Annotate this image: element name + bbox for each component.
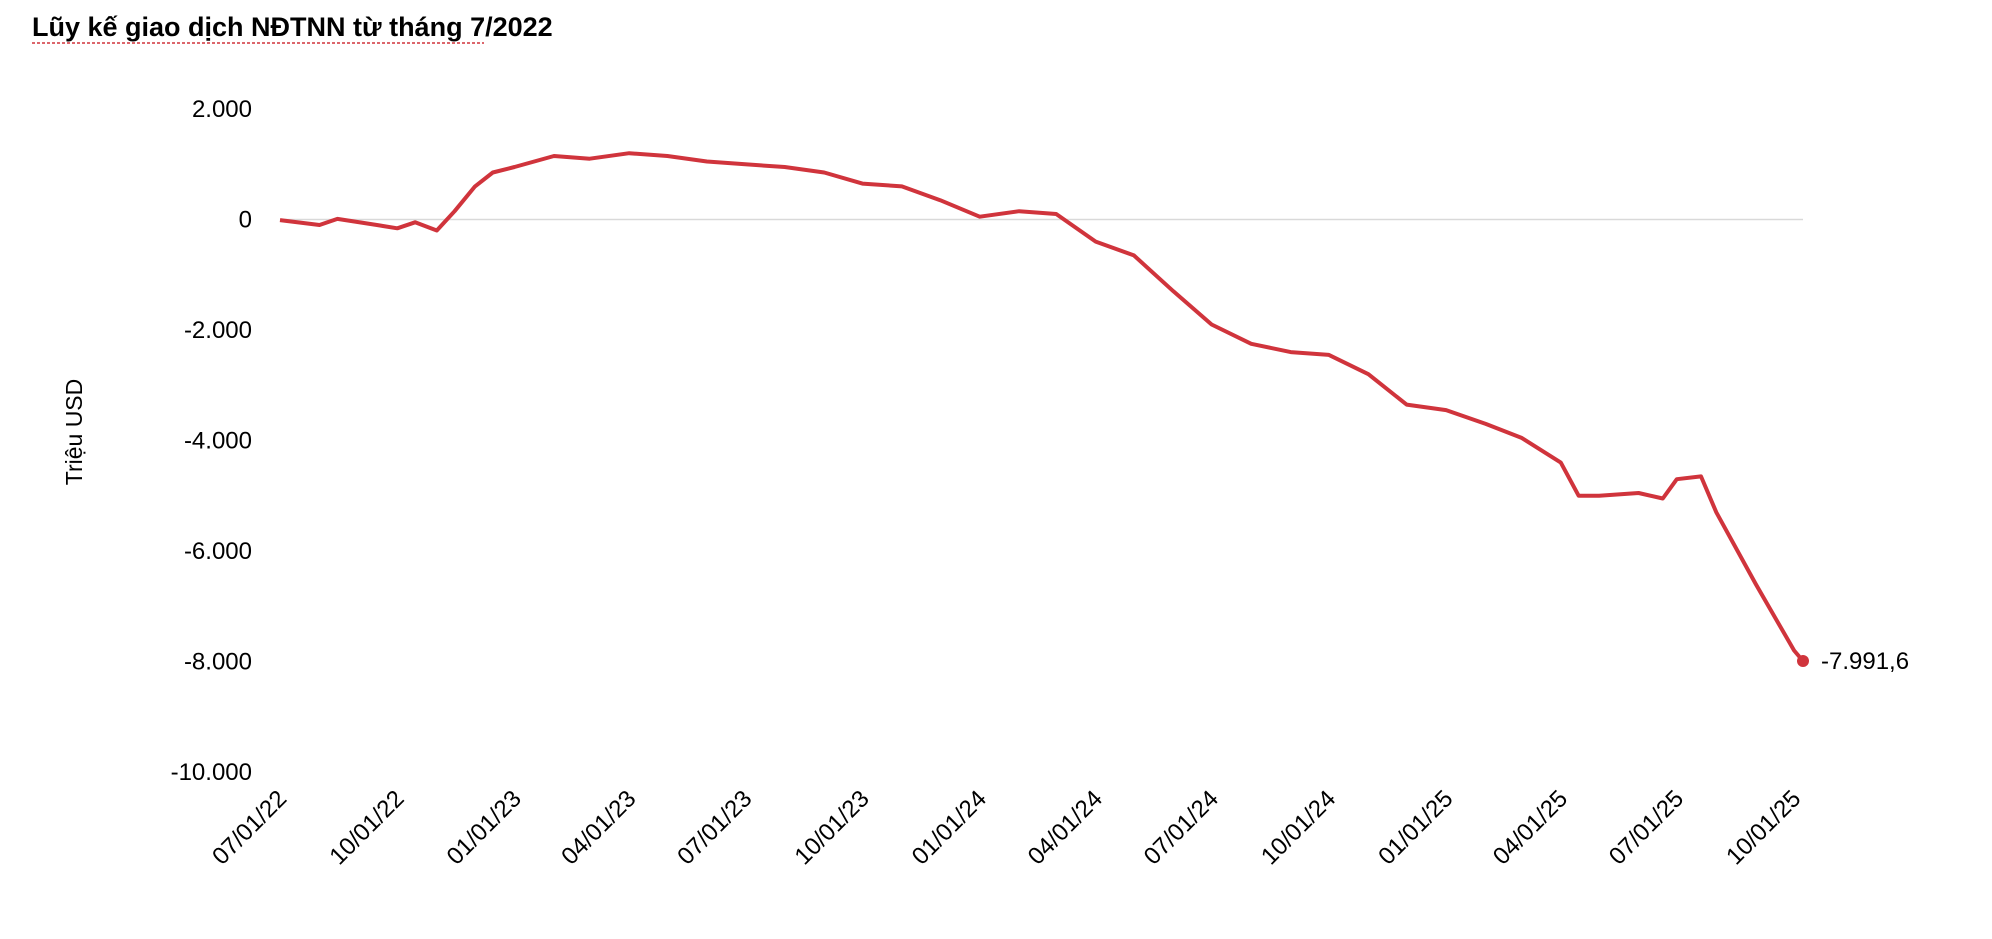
y-tick-label: -2.000 <box>184 317 252 344</box>
y-tick-label: -6.000 <box>184 538 252 565</box>
data-line <box>279 151 1805 663</box>
x-tick-label: 07/01/24 <box>1139 785 1224 870</box>
x-tick-label: 10/01/24 <box>1256 785 1341 870</box>
x-tick-label: 07/01/25 <box>1604 785 1689 870</box>
x-tick-label: 10/01/22 <box>324 785 409 870</box>
x-tick-label: 10/01/25 <box>1721 785 1806 870</box>
x-tick-label: 07/01/23 <box>672 785 757 870</box>
chart-title: Lũy kế giao dịch NĐTNN từ tháng 7/2022 <box>32 12 553 42</box>
y-tick-label: 2.000 <box>192 96 252 123</box>
y-tick-label: -10.000 <box>171 759 252 786</box>
data-label: -7.991,6 <box>1821 648 1909 675</box>
x-tick-label: 04/01/24 <box>1023 785 1108 870</box>
x-tick-label: 04/01/23 <box>556 785 641 870</box>
x-tick-label: 01/01/25 <box>1373 785 1458 870</box>
x-tick-label: 01/01/23 <box>442 785 527 870</box>
x-tick-label: 10/01/23 <box>790 785 875 870</box>
y-axis-label: Triệu USD <box>61 379 87 486</box>
y-tick-label: -8.000 <box>184 649 252 676</box>
y-tick-label: 0 <box>239 207 252 234</box>
x-tick-label: 07/01/22 <box>207 785 292 870</box>
x-tick-label: 04/01/25 <box>1488 785 1573 870</box>
end-point <box>1797 655 1809 668</box>
y-tick-label: -4.000 <box>184 428 252 455</box>
x-tick-label: 01/01/24 <box>907 785 992 870</box>
